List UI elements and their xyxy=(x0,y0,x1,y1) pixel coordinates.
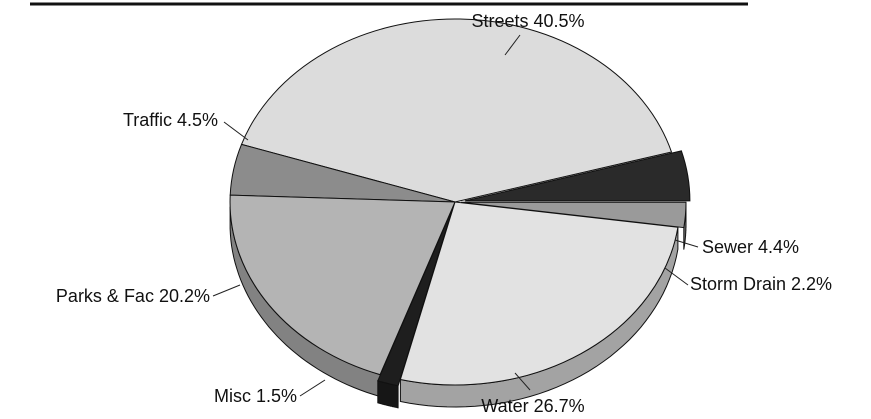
leader-line-storm-drain xyxy=(664,267,689,286)
slice-label-storm-drain: Storm Drain 2.2% xyxy=(690,274,832,294)
pie-slice-parks-fac xyxy=(229,194,456,376)
leader-line-streets xyxy=(504,34,521,56)
pie-slice-storm-drain xyxy=(460,201,687,229)
slice-label-parks-fac: Parks & Fac 20.2% xyxy=(56,286,210,306)
slice-label-sewer: Sewer 4.4% xyxy=(702,237,799,257)
leader-line-sewer xyxy=(674,239,699,248)
leader-line-parks-fac xyxy=(212,284,241,297)
pie-slice-water xyxy=(399,201,679,386)
leader-line-traffic xyxy=(223,121,249,141)
slice-label-water: Water 26.7% xyxy=(481,396,584,416)
leader-line-misc xyxy=(299,379,326,397)
slice-label-streets: Streets 40.5% xyxy=(471,11,584,31)
slice-label-misc: Misc 1.5% xyxy=(214,386,297,406)
pie-slice-streets xyxy=(240,18,673,203)
leader-line-water xyxy=(514,372,531,391)
pie-tops xyxy=(229,18,691,387)
pie-labels: Sewer 4.4% Streets 40.5% Traffic 4.5% Parks… xyxy=(56,11,832,416)
pie-slice-sewer xyxy=(464,150,691,202)
slice-label-traffic: Traffic 4.5% xyxy=(123,110,218,130)
pie-slice-misc xyxy=(377,208,454,387)
